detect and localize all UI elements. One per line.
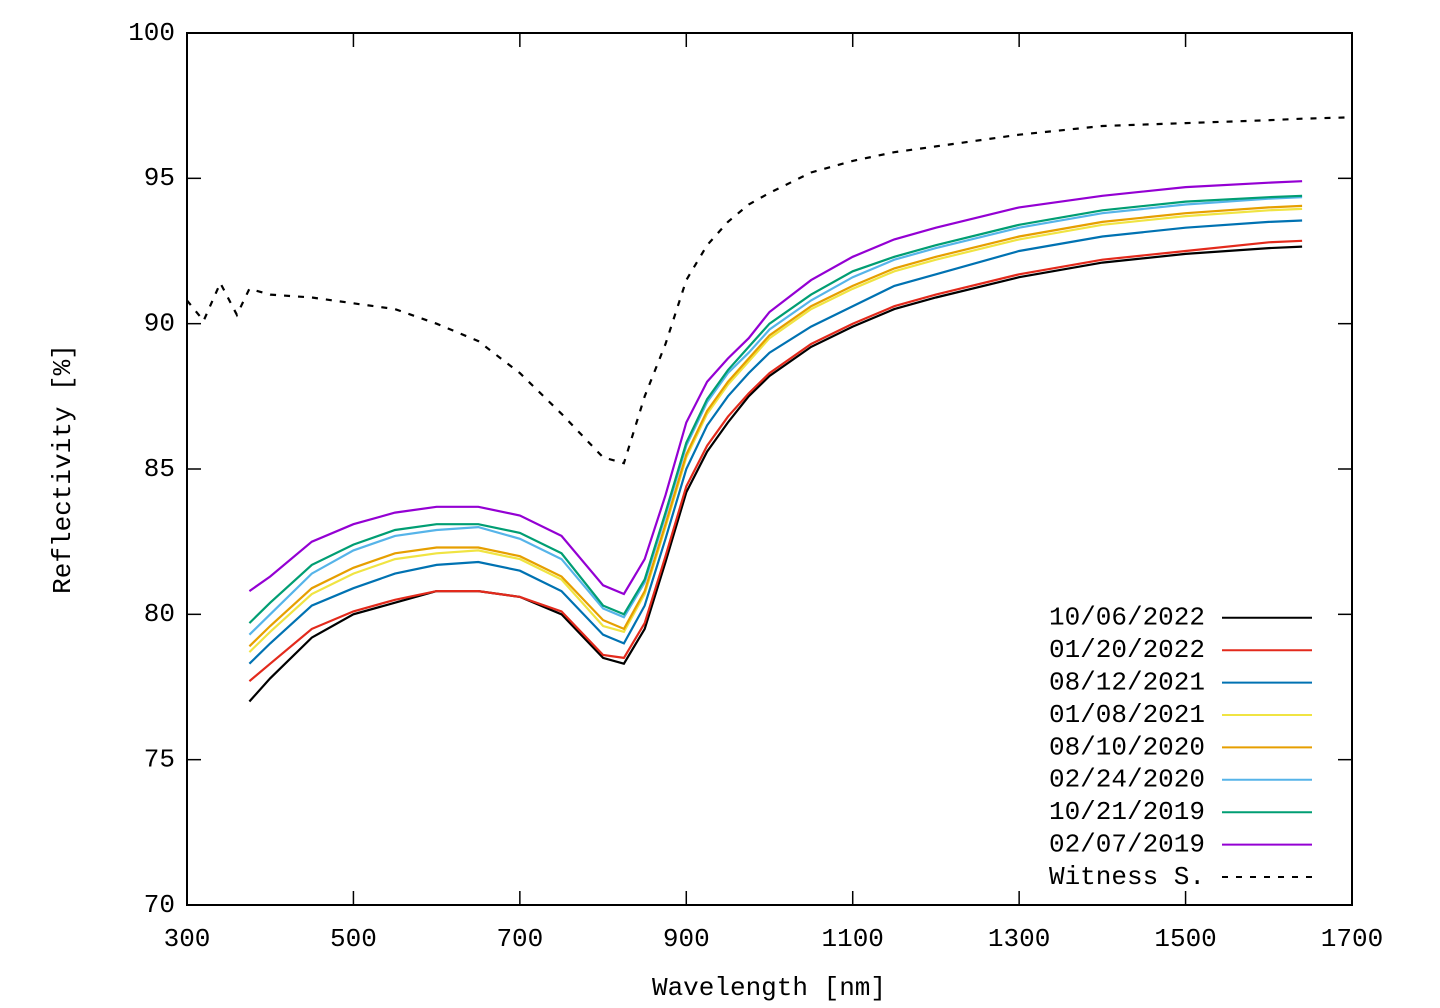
y-axis-label: Reflectivity [%] xyxy=(48,344,78,594)
y-tick-label: 70 xyxy=(144,890,175,920)
legend-label: 01/08/2021 xyxy=(1049,700,1205,730)
series-line xyxy=(248,204,1303,648)
y-tick-label: 75 xyxy=(144,745,175,775)
legend-label: 01/20/2022 xyxy=(1049,635,1205,665)
series-line xyxy=(248,219,1303,665)
series-line xyxy=(186,116,1353,465)
x-tick-label: 1300 xyxy=(988,924,1050,954)
x-tick-label: 1700 xyxy=(1321,924,1383,954)
y-tick-label: 85 xyxy=(144,454,175,484)
legend-label: 02/07/2019 xyxy=(1049,829,1205,859)
series-line xyxy=(248,196,1303,636)
legend-label: 02/24/2020 xyxy=(1049,765,1205,795)
y-tick-label: 100 xyxy=(128,18,175,48)
series-line xyxy=(248,245,1303,703)
x-tick-label: 500 xyxy=(330,924,377,954)
legend-label: 10/06/2022 xyxy=(1049,603,1205,633)
x-tick-label: 1100 xyxy=(822,924,884,954)
legend-label: 08/10/2020 xyxy=(1049,732,1205,762)
x-tick-label: 300 xyxy=(164,924,211,954)
y-tick-label: 95 xyxy=(144,163,175,193)
x-tick-label: 700 xyxy=(496,924,543,954)
y-tick-label: 90 xyxy=(144,309,175,339)
x-axis-label: Wavelength [nm] xyxy=(652,973,886,1003)
y-tick-label: 80 xyxy=(144,599,175,629)
legend-label: Witness S. xyxy=(1049,862,1205,892)
series-line xyxy=(248,180,1303,596)
legend-label: 10/21/2019 xyxy=(1049,797,1205,827)
legend-label: 08/12/2021 xyxy=(1049,667,1205,697)
series-line xyxy=(248,239,1303,683)
x-tick-label: 900 xyxy=(663,924,710,954)
x-tick-label: 1500 xyxy=(1154,924,1216,954)
series-line xyxy=(248,207,1303,653)
series-line xyxy=(248,194,1303,624)
